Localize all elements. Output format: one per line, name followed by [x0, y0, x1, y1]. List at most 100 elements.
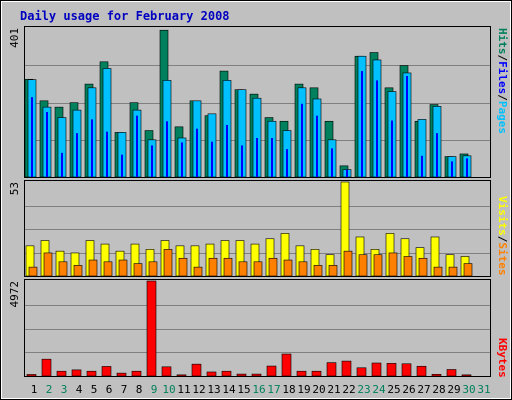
x-tick-label: 25 — [387, 383, 400, 396]
bar-sites — [448, 266, 458, 277]
x-tick-label: 16 — [252, 383, 265, 396]
bar-sites — [208, 257, 218, 277]
bar-kbytes — [206, 371, 217, 377]
bar-pages — [346, 169, 348, 177]
bar-kbytes — [41, 358, 52, 377]
bar-sites — [58, 261, 68, 277]
x-tick-label: 10 — [162, 383, 175, 396]
bar-pages — [391, 120, 393, 177]
bar-kbytes — [281, 353, 292, 377]
bar-sites — [343, 250, 353, 277]
x-tick-label: 17 — [267, 383, 280, 396]
ymax-label-mid: 53 — [8, 182, 21, 195]
bar-kbytes — [221, 370, 232, 377]
bar-kbytes — [371, 362, 382, 377]
x-tick-label: 30 — [462, 383, 475, 396]
bar-pages — [31, 97, 33, 177]
bar-pages — [166, 121, 168, 177]
bar-sites — [178, 257, 188, 277]
bar-pages — [136, 115, 138, 177]
x-tick-label: 24 — [372, 383, 386, 396]
bar-kbytes — [236, 373, 247, 377]
ymax-label-top: 401 — [8, 28, 21, 48]
bar-kbytes — [401, 363, 412, 377]
bar-kbytes — [356, 367, 367, 377]
bar-pages — [61, 152, 63, 177]
bar-pages — [76, 133, 78, 177]
bar-sites — [28, 266, 38, 277]
bar-sites — [298, 261, 308, 277]
x-tick-label: 20 — [312, 383, 325, 396]
x-tick-label: 29 — [447, 383, 460, 396]
x-tick-label: 6 — [106, 383, 113, 396]
bar-sites — [328, 265, 338, 277]
bar-sites — [358, 254, 368, 277]
bar-sites — [223, 257, 233, 277]
x-tick-label: 13 — [207, 383, 220, 396]
bar-sites — [403, 256, 413, 277]
legend-sep-2: / — [496, 94, 509, 101]
legend-mid: Visits/Sites — [496, 196, 509, 276]
bar-pages — [211, 141, 213, 177]
bars — [24, 29, 473, 377]
bar-pages — [226, 124, 228, 177]
bar-pages — [466, 158, 468, 177]
bar-sites — [103, 261, 113, 277]
x-tick-label: 11 — [177, 383, 190, 396]
x-tick-label: 15 — [237, 383, 250, 396]
bar-sites — [433, 266, 443, 277]
bar-sites — [418, 257, 428, 277]
ymax-label-bottom: 4972 — [8, 281, 21, 308]
bar-pages — [121, 154, 123, 177]
bar-sites — [283, 259, 293, 277]
x-tick-label: 26 — [402, 383, 415, 396]
panel-kbytes — [24, 279, 491, 377]
bar-pages — [106, 131, 108, 177]
bar-sites — [133, 263, 143, 277]
bar-sites — [73, 265, 83, 277]
bar-pages — [181, 142, 183, 177]
bar-sites — [193, 266, 203, 277]
x-tick-label: 9 — [151, 383, 158, 396]
chart-title: Daily usage for February 2008 — [20, 9, 230, 23]
legend-pages: Pages — [496, 101, 509, 134]
x-tick-label: 28 — [432, 383, 445, 396]
bar-kbytes — [116, 372, 127, 377]
legend-kbytes: KBytes — [496, 338, 509, 378]
bar-sites — [238, 261, 248, 277]
x-tick-label: 23 — [357, 383, 370, 396]
bar-pages — [196, 128, 198, 177]
x-tick-label: 27 — [417, 383, 430, 396]
bar-kbytes — [326, 362, 337, 377]
x-tick-label: 14 — [222, 383, 236, 396]
legend-files: Files — [496, 61, 509, 94]
bar-kbytes — [101, 366, 112, 377]
bar-pages — [376, 80, 378, 177]
legend-sep-3: / — [496, 236, 509, 243]
x-tick-label: 18 — [282, 383, 295, 396]
bar-pages — [46, 111, 48, 177]
bar-kbytes — [146, 280, 157, 377]
legend-hits: Hits — [496, 28, 509, 55]
bar-pages — [91, 119, 93, 177]
bar-kbytes — [296, 370, 307, 377]
bar-sites — [388, 252, 398, 277]
bar-pages — [361, 71, 363, 177]
x-tick-label: 5 — [91, 383, 98, 396]
x-tick-label: 19 — [297, 383, 310, 396]
bar-kbytes — [461, 374, 472, 377]
bar-kbytes — [386, 363, 397, 377]
bar-kbytes — [86, 370, 97, 377]
bar-pages — [286, 149, 288, 177]
bar-kbytes — [266, 365, 277, 377]
bar-sites — [163, 249, 173, 277]
bar-kbytes — [56, 370, 67, 377]
bar-sites — [373, 254, 383, 277]
x-tick-label: 31 — [477, 383, 490, 396]
x-tick-label: 12 — [192, 383, 205, 396]
x-tick-label: 7 — [121, 383, 128, 396]
x-tick-label: 3 — [61, 383, 68, 396]
bar-kbytes — [431, 373, 442, 377]
